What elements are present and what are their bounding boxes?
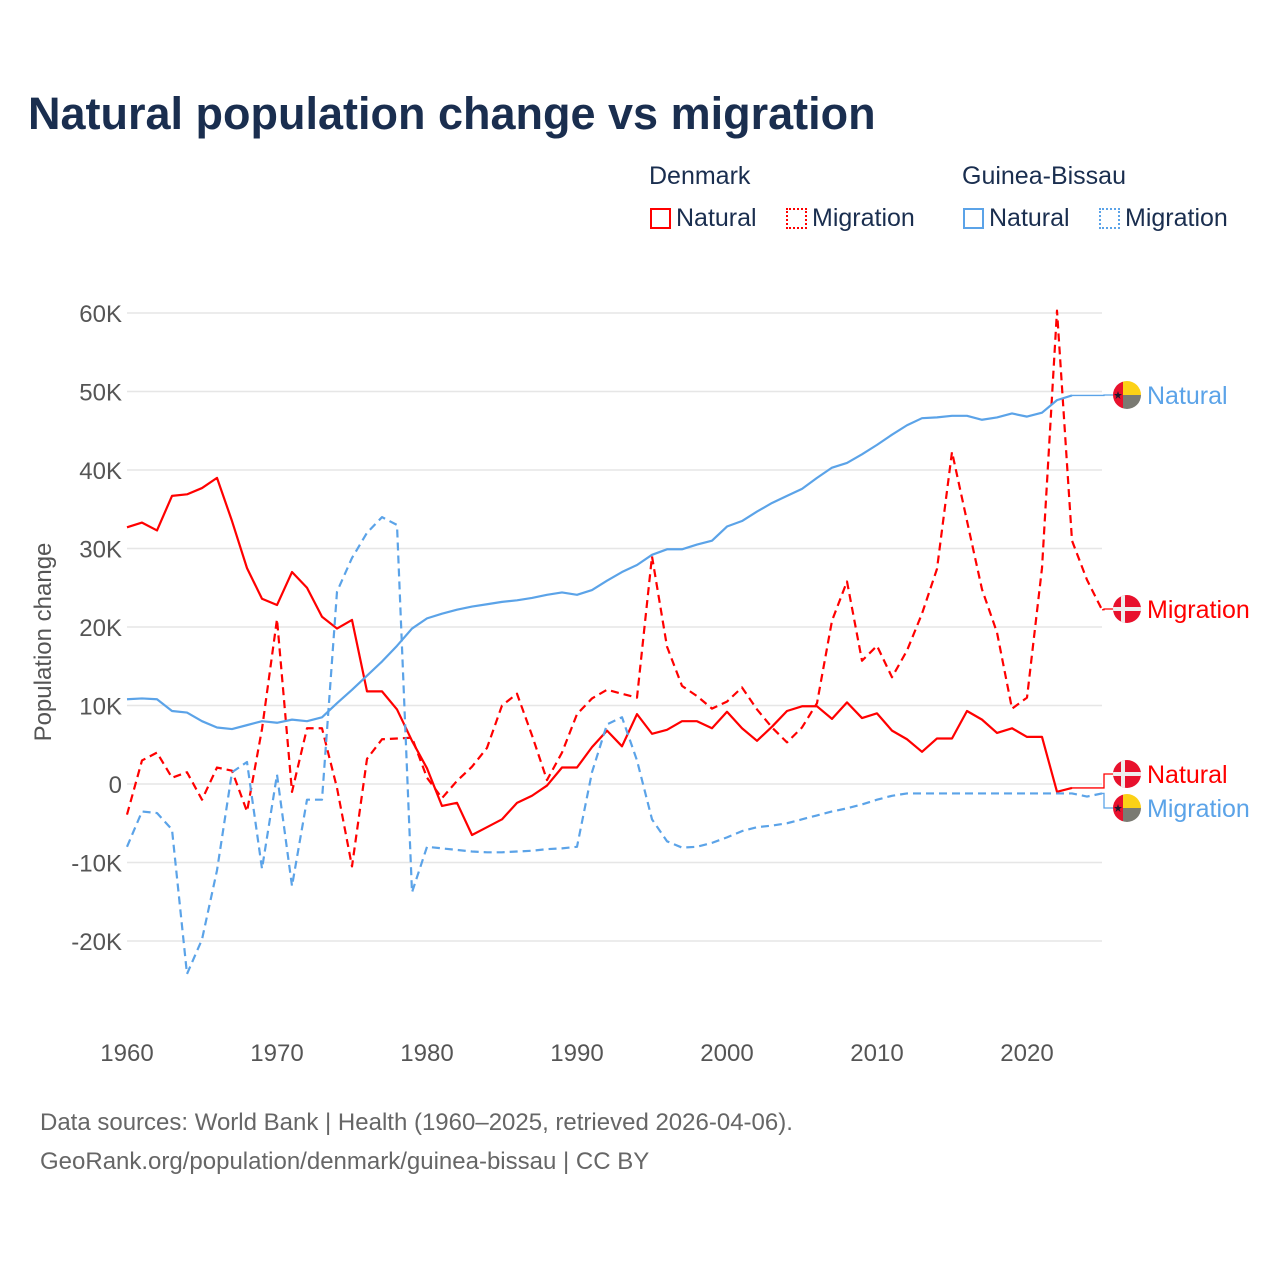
- y-axis-label: Population change: [30, 543, 57, 742]
- legend-group-denmark: Denmark: [649, 162, 751, 190]
- end-label-guinea-bissau-migration: Migration: [1147, 795, 1250, 823]
- end-label-denmark-natural: Natural: [1147, 761, 1228, 789]
- legend-label: Migration: [1125, 204, 1228, 232]
- y-tick-label: -20K: [71, 929, 122, 956]
- y-tick-label: 30K: [79, 537, 122, 564]
- series-line-denmark-migration: [125, 309, 1103, 868]
- y-tick-label: 0: [109, 772, 122, 799]
- legend-guinea-bissau-migration[interactable]: Migration: [1099, 204, 1228, 233]
- label-connector: [1102, 608, 1113, 611]
- x-tick-label: 1960: [100, 1040, 153, 1067]
- end-label-guinea-bissau-natural: Natural: [1147, 382, 1228, 410]
- legend-label: Natural: [989, 204, 1070, 232]
- x-tick-label: 1970: [250, 1040, 303, 1067]
- footer-sources: Data sources: World Bank | Health (1960–…: [40, 1109, 793, 1136]
- legend-denmark-migration[interactable]: Migration: [786, 204, 915, 233]
- series-line-guinea-bissau-migration: [125, 516, 1103, 976]
- legend-swatch-solid-red: [650, 208, 671, 229]
- y-tick-label: -10K: [71, 851, 122, 878]
- x-tick-label: 2020: [1000, 1040, 1053, 1067]
- footer-link[interactable]: GeoRank.org/population/denmark/guinea-bi…: [40, 1148, 650, 1175]
- y-tick-label: 20K: [79, 615, 122, 642]
- y-tick-label: 10K: [79, 694, 122, 721]
- legend-swatch-dotted-red: [786, 208, 807, 229]
- y-tick-label: 60K: [79, 301, 122, 328]
- legend-label: Natural: [676, 204, 757, 232]
- legend-group-guinea-bissau: Guinea-Bissau: [962, 162, 1126, 190]
- end-label-denmark-migration: Migration: [1147, 596, 1250, 624]
- series-line-guinea-bissau-natural: [126, 394, 1073, 731]
- series-line-denmark-natural: [126, 476, 1073, 837]
- chart-title: Natural population change vs migration: [28, 88, 876, 139]
- guinea-bissau-flag-icon: [1113, 381, 1141, 409]
- x-tick-label: 1980: [400, 1040, 453, 1067]
- label-connector: [1102, 792, 1113, 809]
- denmark-flag-icon: [1113, 595, 1141, 623]
- legend-swatch-solid-blue: [963, 208, 984, 229]
- x-tick-label: 2000: [700, 1040, 753, 1067]
- x-tick-label: 1990: [550, 1040, 603, 1067]
- legend-swatch-dotted-blue: [1099, 208, 1120, 229]
- legend-guinea-bissau-natural[interactable]: Natural: [963, 204, 1070, 233]
- guinea-bissau-flag-icon: [1113, 794, 1141, 822]
- y-tick-label: 50K: [79, 380, 122, 407]
- y-tick-label: 40K: [79, 458, 122, 485]
- label-connector: [1072, 773, 1113, 789]
- legend-label: Migration: [812, 204, 915, 232]
- legend-denmark-natural[interactable]: Natural: [650, 204, 757, 233]
- denmark-flag-icon: [1113, 760, 1141, 788]
- x-tick-label: 2010: [850, 1040, 903, 1067]
